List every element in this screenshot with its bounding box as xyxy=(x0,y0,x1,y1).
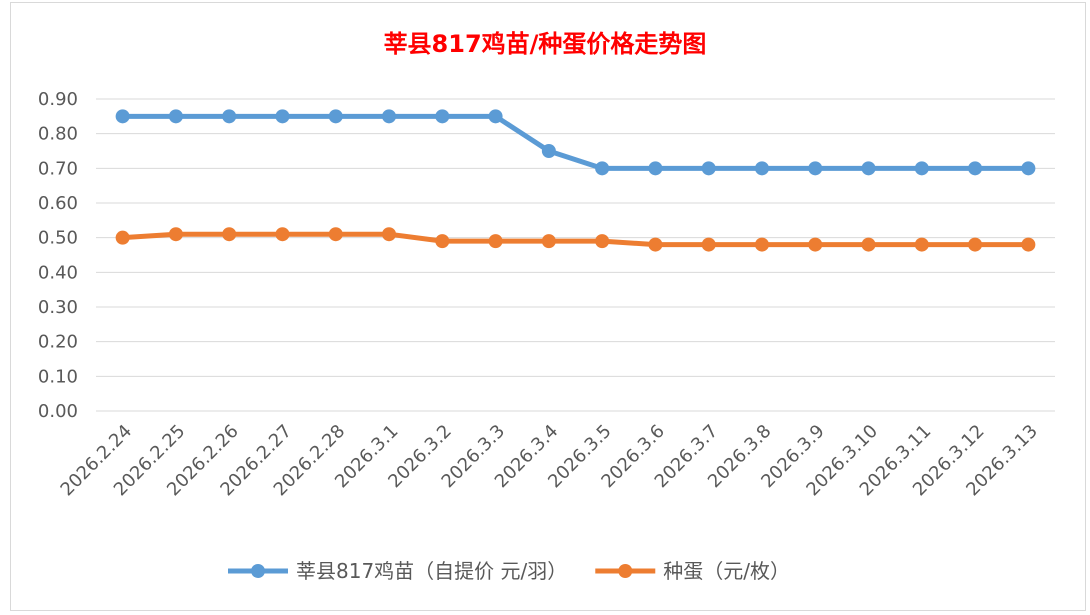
data-point xyxy=(168,227,183,242)
y-tick-label: 0.80 xyxy=(38,124,78,145)
data-point xyxy=(861,161,876,176)
data-point xyxy=(541,234,556,249)
data-point xyxy=(648,161,663,176)
y-tick-label: 0.90 xyxy=(38,89,78,110)
data-point xyxy=(435,234,450,249)
data-point xyxy=(754,161,769,176)
chart-frame xyxy=(10,2,1086,611)
y-tick-label: 0.40 xyxy=(38,262,78,283)
y-tick-label: 0.70 xyxy=(38,158,78,179)
data-point xyxy=(488,234,503,249)
y-tick-label: 0.20 xyxy=(38,332,78,353)
data-point xyxy=(115,109,130,124)
data-point xyxy=(382,109,397,124)
data-point xyxy=(275,109,290,124)
data-point xyxy=(435,109,450,124)
data-point xyxy=(701,237,716,252)
data-point xyxy=(968,237,983,252)
legend-marker xyxy=(618,564,633,578)
y-tick-label: 0.00 xyxy=(38,401,78,422)
data-point xyxy=(754,237,769,252)
data-point xyxy=(222,227,237,242)
data-point xyxy=(541,144,556,158)
data-point xyxy=(648,237,663,252)
data-point xyxy=(808,237,823,252)
data-point xyxy=(914,161,929,176)
legend-label: 莘县817鸡苗（自提价 元/羽） xyxy=(296,559,567,583)
data-point xyxy=(382,227,397,242)
data-point xyxy=(168,109,183,124)
y-tick-label: 0.60 xyxy=(38,193,78,214)
data-point xyxy=(595,234,610,249)
data-point xyxy=(1021,161,1036,176)
data-point xyxy=(968,161,983,176)
series-line xyxy=(122,231,1029,248)
data-point xyxy=(595,161,610,176)
data-point xyxy=(328,109,343,124)
legend-marker xyxy=(251,564,265,578)
data-point xyxy=(328,227,343,242)
data-point xyxy=(914,237,929,252)
y-tick-label: 0.50 xyxy=(38,228,78,249)
data-point xyxy=(488,109,503,124)
data-point xyxy=(222,109,237,124)
data-point xyxy=(1021,237,1036,252)
data-point xyxy=(701,161,716,176)
y-tick-label: 0.30 xyxy=(38,297,78,318)
data-point xyxy=(115,230,130,245)
data-point xyxy=(861,237,876,252)
data-point xyxy=(808,161,823,176)
data-point xyxy=(275,227,290,242)
chart-title: 莘县817鸡苗/种蛋价格走势图 xyxy=(384,30,707,58)
y-tick-label: 0.10 xyxy=(38,366,78,387)
legend-label: 种蛋（元/枚） xyxy=(663,559,790,583)
series-line xyxy=(122,113,1029,171)
